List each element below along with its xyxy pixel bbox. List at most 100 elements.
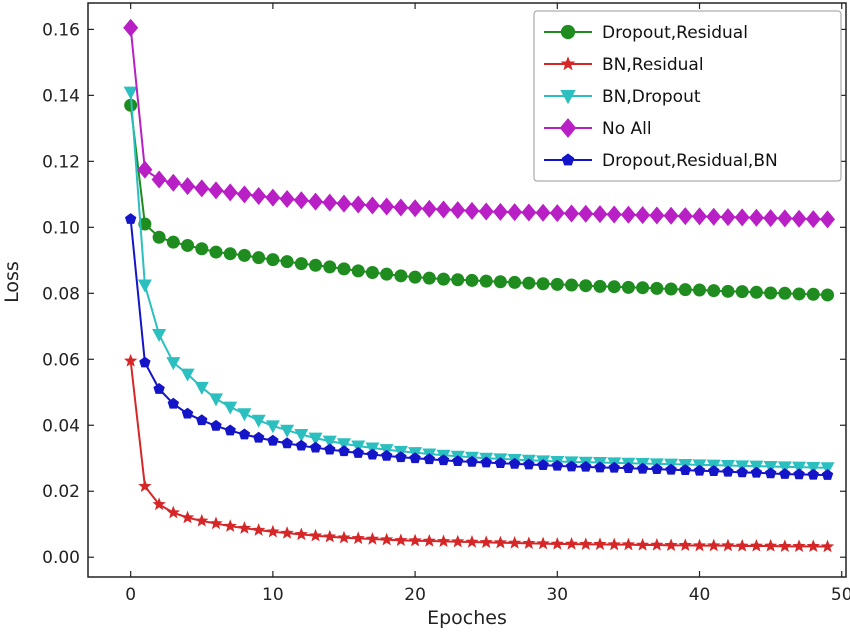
data-point <box>294 257 308 271</box>
data-point <box>210 419 222 431</box>
data-point <box>650 281 664 295</box>
data-point <box>366 448 379 460</box>
data-point <box>479 274 493 288</box>
data-point <box>365 266 379 280</box>
data-point <box>777 209 793 228</box>
data-point <box>252 523 266 536</box>
data-point <box>324 443 336 455</box>
data-point <box>380 449 393 461</box>
data-point <box>422 534 436 547</box>
data-point <box>223 247 237 261</box>
data-point <box>137 160 153 179</box>
data-point <box>394 269 408 283</box>
data-point <box>664 282 678 296</box>
series-layer <box>123 18 836 553</box>
data-point <box>280 526 294 539</box>
y-tick-label: 0.04 <box>42 416 80 436</box>
data-point <box>408 270 422 284</box>
data-point <box>380 267 394 281</box>
data-point <box>208 181 224 200</box>
legend-box <box>533 10 842 182</box>
data-point <box>579 279 593 293</box>
data-point <box>692 538 707 552</box>
data-point <box>722 465 734 477</box>
data-point <box>337 530 351 544</box>
data-point <box>436 534 451 548</box>
y-tick-label: 0.00 <box>42 548 80 568</box>
data-point <box>295 439 308 451</box>
legend-marker <box>559 118 577 138</box>
data-point <box>564 204 580 223</box>
series-no-all <box>123 18 836 229</box>
data-point <box>734 208 750 227</box>
data-point <box>466 455 478 467</box>
data-point <box>522 276 536 290</box>
data-point <box>394 533 408 547</box>
data-point <box>208 393 223 407</box>
data-point <box>564 537 579 550</box>
data-point <box>407 199 423 218</box>
data-point <box>294 428 309 442</box>
data-point <box>621 537 636 551</box>
data-point <box>195 242 209 256</box>
x-tick-label: 40 <box>689 585 711 605</box>
data-point <box>237 521 252 534</box>
legend-label: BN,Residual <box>602 55 704 75</box>
series-dropout-residual-bn <box>124 213 834 480</box>
data-point <box>693 464 706 476</box>
data-point <box>180 510 195 524</box>
data-point <box>494 457 507 469</box>
data-point <box>151 170 167 189</box>
data-point <box>281 437 293 449</box>
data-point <box>478 202 494 221</box>
data-point <box>707 538 721 552</box>
data-point <box>507 203 523 222</box>
data-point <box>492 202 508 221</box>
data-point <box>580 460 592 472</box>
data-point <box>579 537 593 550</box>
data-point <box>265 188 281 207</box>
data-point <box>180 368 195 382</box>
data-point <box>778 539 792 552</box>
data-point <box>437 454 450 466</box>
series-line <box>129 360 828 548</box>
data-point <box>764 467 777 479</box>
legend-item: BN,Dropout <box>544 87 701 107</box>
data-point <box>123 86 138 100</box>
data-point <box>267 434 279 446</box>
series-bn-residual <box>124 353 835 553</box>
data-point <box>565 460 578 472</box>
data-point <box>364 196 380 215</box>
data-point <box>124 353 138 367</box>
data-point <box>537 459 549 471</box>
data-point <box>777 461 792 475</box>
data-point <box>593 537 607 550</box>
data-point <box>323 529 337 543</box>
data-point <box>280 424 295 438</box>
data-point <box>209 245 223 259</box>
legend-label: Dropout,Residual <box>602 23 748 43</box>
data-point <box>379 197 395 216</box>
data-point <box>763 209 779 228</box>
data-point <box>493 535 508 549</box>
data-point <box>692 207 708 226</box>
y-tick-label: 0.08 <box>42 284 80 304</box>
data-point <box>693 283 707 297</box>
data-point <box>252 251 266 265</box>
data-point <box>421 199 437 218</box>
data-point <box>451 273 465 287</box>
data-point <box>820 539 835 553</box>
data-point <box>521 203 537 222</box>
data-point <box>621 280 635 294</box>
y-tick-label: 0.10 <box>42 218 80 238</box>
data-point <box>664 538 678 551</box>
data-point <box>748 208 764 227</box>
x-tick-label: 20 <box>404 585 426 605</box>
data-point <box>139 356 151 368</box>
x-tick-label: 30 <box>546 585 568 605</box>
data-point <box>665 463 677 475</box>
data-point <box>238 428 251 440</box>
data-point <box>791 209 807 228</box>
data-point <box>124 213 137 224</box>
